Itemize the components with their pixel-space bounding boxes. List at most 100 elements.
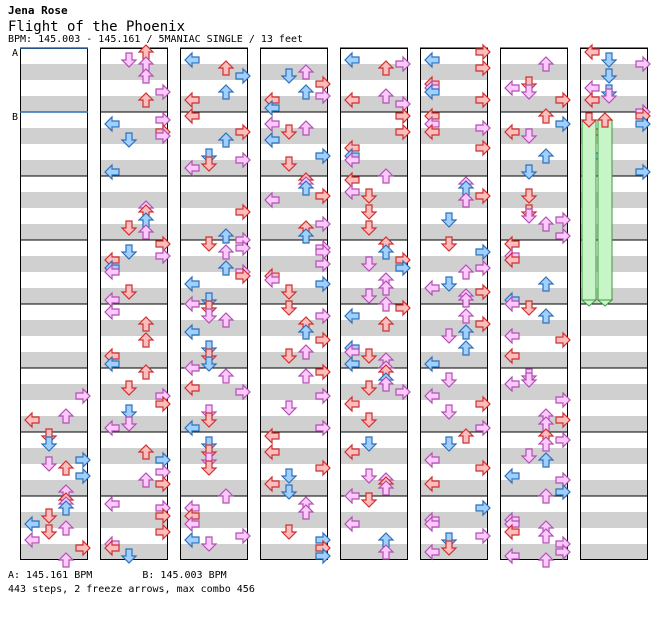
step-arrow-down xyxy=(440,276,458,292)
beat-stripe xyxy=(180,480,248,496)
step-arrow-down xyxy=(440,372,458,388)
beat-stripe xyxy=(260,288,328,304)
step-arrow-up xyxy=(297,228,315,244)
step-arrow-left xyxy=(424,451,440,469)
step-arrow-up xyxy=(537,452,555,468)
step-arrow-right xyxy=(635,115,651,133)
step-arrow-down xyxy=(520,372,538,388)
step-arrow-left xyxy=(184,107,200,125)
step-arrow-right xyxy=(475,119,491,137)
step-arrow-right xyxy=(315,307,331,325)
step-arrow-left xyxy=(104,419,120,437)
step-arrow-right xyxy=(555,411,571,429)
column-border xyxy=(420,48,488,560)
step-arrow-right xyxy=(155,523,171,541)
beat-stripe xyxy=(500,160,568,176)
step-arrow-up xyxy=(217,60,235,76)
step-arrow-right xyxy=(315,547,331,565)
step-arrow-down xyxy=(200,536,218,552)
beat-stripe xyxy=(260,352,328,368)
step-arrow-down xyxy=(200,412,218,428)
step-arrow-left xyxy=(104,495,120,513)
step-arrow-right xyxy=(155,507,171,525)
step-arrow-right xyxy=(635,163,651,181)
step-arrow-left xyxy=(344,91,360,109)
step-arrow-up xyxy=(537,552,555,568)
step-arrow-right xyxy=(155,475,171,493)
step-arrow-down xyxy=(360,288,378,304)
step-arrow-down xyxy=(360,412,378,428)
step-arrow-right xyxy=(75,451,91,469)
step-arrow-left xyxy=(104,263,120,281)
step-arrow-right xyxy=(315,387,331,405)
step-arrow-up xyxy=(297,120,315,136)
column-border xyxy=(580,48,648,560)
step-arrow-left xyxy=(184,295,200,313)
step-arrow-left xyxy=(344,307,360,325)
beat-stripe xyxy=(20,64,88,80)
step-arrow-right xyxy=(555,331,571,349)
beat-stripe xyxy=(500,320,568,336)
step-arrow-down xyxy=(440,436,458,452)
beat-stripe xyxy=(260,192,328,208)
step-arrow-right xyxy=(555,391,571,409)
step-arrow-left xyxy=(104,355,120,373)
step-arrow-left xyxy=(104,163,120,181)
step-arrow-left xyxy=(24,531,40,549)
beat-stripe xyxy=(20,544,88,560)
beat-stripe xyxy=(260,544,328,560)
step-arrow-up xyxy=(57,500,75,516)
step-arrow-right xyxy=(555,115,571,133)
beat-stripe xyxy=(340,192,408,208)
bpm-a-text: A: 145.161 BPM xyxy=(8,570,93,581)
step-arrow-down xyxy=(120,220,138,236)
step-arrow-down xyxy=(40,436,58,452)
step-arrow-left xyxy=(504,251,520,269)
step-arrow-right xyxy=(315,275,331,293)
beat-stripe xyxy=(580,224,648,240)
beat-stripe xyxy=(20,256,88,272)
step-arrow-left xyxy=(504,375,520,393)
step-arrow-down xyxy=(360,348,378,364)
step-arrow-left xyxy=(264,475,280,493)
beat-stripe xyxy=(340,160,408,176)
step-arrow-up xyxy=(457,292,475,308)
step-arrow-right xyxy=(155,247,171,265)
step-arrow-left xyxy=(104,115,120,133)
beat-stripe xyxy=(580,256,648,272)
step-arrow-up xyxy=(217,312,235,328)
step-arrow-right xyxy=(395,55,411,73)
step-arrow-left xyxy=(504,327,520,345)
step-arrow-up xyxy=(457,324,475,340)
step-arrow-up xyxy=(217,132,235,148)
chart-stats: 443 steps, 2 freeze arrows, max combo 45… xyxy=(8,584,255,595)
beat-stripe xyxy=(260,64,328,80)
step-arrow-down xyxy=(520,128,538,144)
song-title: Flight of the Phoenix xyxy=(8,19,186,35)
step-arrow-left xyxy=(344,443,360,461)
step-arrow-right xyxy=(475,459,491,477)
beat-stripe xyxy=(580,448,648,464)
step-arrow-left xyxy=(504,467,520,485)
step-arrow-up xyxy=(57,520,75,536)
step-arrow-up xyxy=(217,260,235,276)
beat-stripe xyxy=(20,160,88,176)
step-arrow-down xyxy=(40,456,58,472)
step-arrow-down xyxy=(520,208,538,224)
step-arrow-up xyxy=(537,528,555,544)
beat-stripe xyxy=(580,512,648,528)
beat-stripe xyxy=(20,480,88,496)
step-arrow-down xyxy=(520,188,538,204)
step-arrow-right xyxy=(315,147,331,165)
step-arrow-down xyxy=(280,156,298,172)
beat-stripe xyxy=(420,544,488,560)
step-arrow-left xyxy=(504,547,520,565)
step-arrow-up xyxy=(217,244,235,260)
step-arrow-right xyxy=(235,203,251,221)
step-arrow-down xyxy=(280,124,298,140)
column-border xyxy=(340,48,408,560)
step-arrow-left xyxy=(504,123,520,141)
freeze-arrow-body xyxy=(581,119,597,301)
step-arrow-right xyxy=(235,239,251,257)
step-arrow-left xyxy=(184,323,200,341)
